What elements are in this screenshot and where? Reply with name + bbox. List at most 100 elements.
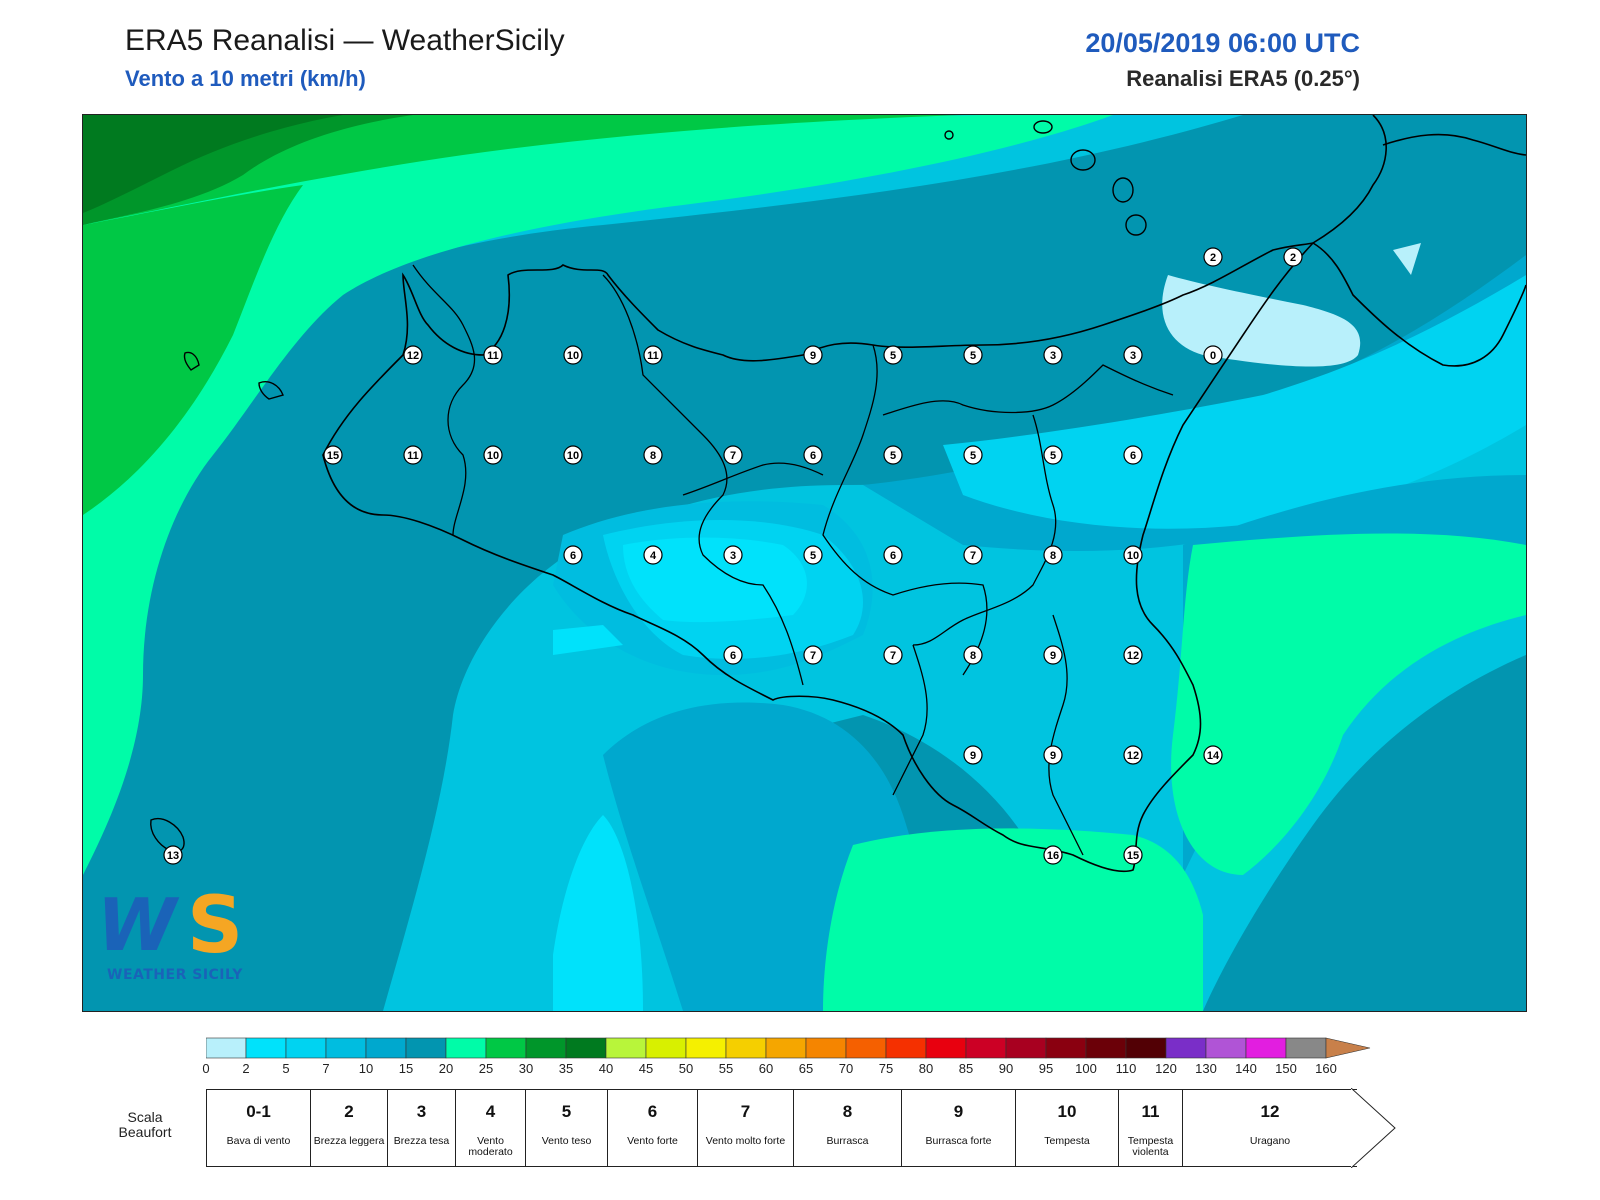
wind-station-marker: 6 bbox=[563, 545, 583, 565]
station-marker-circle bbox=[1043, 645, 1063, 665]
station-marker-circle bbox=[963, 545, 983, 565]
colorbar-tick-label: 110 bbox=[1115, 1061, 1137, 1076]
wind-station-marker: 5 bbox=[883, 445, 903, 465]
colorbar-swatch bbox=[1245, 1037, 1287, 1059]
colorbar-swatch bbox=[245, 1037, 287, 1059]
station-marker-circle bbox=[1283, 247, 1303, 267]
wind-station-marker: 5 bbox=[963, 445, 983, 465]
colorbar-swatch bbox=[445, 1037, 487, 1059]
wind-speed-value: 9 bbox=[1050, 650, 1056, 662]
station-marker-circle bbox=[1123, 445, 1143, 465]
beaufort-arrow-tip bbox=[1351, 1088, 1396, 1168]
beaufort-description: Vento forte bbox=[627, 1135, 678, 1147]
wind-speed-value: 9 bbox=[970, 750, 976, 762]
station-marker-circle bbox=[1043, 745, 1063, 765]
wind-speed-value: 7 bbox=[810, 650, 816, 662]
colorbar-swatch bbox=[885, 1037, 927, 1059]
wind-speed-value: 2 bbox=[1290, 252, 1296, 264]
wind-station-marker: 14 bbox=[1203, 745, 1223, 765]
station-marker-circle bbox=[563, 445, 583, 465]
wind-speed-value: 10 bbox=[567, 350, 579, 362]
wind-station-marker: 7 bbox=[803, 645, 823, 665]
beaufort-class: 0-1 Bava di vento bbox=[206, 1089, 310, 1167]
wind-speed-value: 5 bbox=[890, 450, 896, 462]
beaufort-description: Vento teso bbox=[541, 1135, 592, 1147]
station-marker-circle bbox=[1043, 445, 1063, 465]
weathersicily-logo: W S WEATHER SICILY bbox=[97, 881, 257, 993]
station-marker-circle bbox=[963, 345, 983, 365]
colorbar-swatch bbox=[765, 1037, 807, 1059]
colorbar-tick-label: 5 bbox=[282, 1061, 290, 1076]
colorbar-swatch bbox=[325, 1037, 367, 1059]
colorbar-tick-label: 2 bbox=[242, 1061, 250, 1076]
beaufort-description: Uragano bbox=[1249, 1135, 1291, 1147]
wind-speed-value: 5 bbox=[1050, 450, 1056, 462]
station-marker-circle bbox=[803, 645, 823, 665]
wind-station-marker: 15 bbox=[1123, 845, 1143, 865]
beaufort-number: 5 bbox=[561, 1102, 572, 1121]
wind-speed-value: 3 bbox=[1050, 350, 1056, 362]
colorbar-tick-label: 130 bbox=[1195, 1061, 1217, 1076]
beaufort-description: Burrasca forte bbox=[925, 1135, 992, 1147]
colorbar-tick-label: 120 bbox=[1155, 1061, 1177, 1076]
wind-map: 12 11 10 11 9 5 5 3 3 0 2 2 15 11 10 10 8 7 6 5 5 5 6 6 4 3 5 6 7 8 10… bbox=[82, 114, 1527, 1012]
station-marker-circle bbox=[563, 545, 583, 565]
station-marker-circle bbox=[483, 345, 503, 365]
wind-speed-value: 10 bbox=[567, 450, 579, 462]
colorbar-tick-label: 85 bbox=[958, 1061, 974, 1076]
wind-speed-value: 6 bbox=[570, 550, 576, 562]
wind-station-marker: 4 bbox=[643, 545, 663, 565]
colorbar-swatch bbox=[1285, 1037, 1327, 1059]
wind-station-marker: 7 bbox=[723, 445, 743, 465]
beaufort-number: 8 bbox=[842, 1102, 853, 1121]
wind-station-marker: 5 bbox=[883, 345, 903, 365]
wind-speed-value: 5 bbox=[970, 450, 976, 462]
colorbar-swatch bbox=[365, 1037, 407, 1059]
beaufort-number: 9 bbox=[953, 1102, 964, 1121]
wind-speed-value: 6 bbox=[890, 550, 896, 562]
colorbar-tick-label: 40 bbox=[598, 1061, 614, 1076]
beaufort-number: 7 bbox=[740, 1102, 751, 1121]
wind-speed-value: 11 bbox=[487, 350, 499, 362]
wind-speed-value: 8 bbox=[650, 450, 656, 462]
beaufort-description: Tempesta violenta bbox=[1127, 1135, 1174, 1158]
wind-speed-value: 6 bbox=[730, 650, 736, 662]
colorbar-swatch bbox=[845, 1037, 887, 1059]
station-marker-circle bbox=[1123, 645, 1143, 665]
station-marker-circle bbox=[643, 445, 663, 465]
colorbar-tick-label: 35 bbox=[558, 1061, 574, 1076]
station-marker-circle bbox=[723, 645, 743, 665]
wind-station-marker: 8 bbox=[1043, 545, 1063, 565]
colorbar-tick-label: 45 bbox=[638, 1061, 654, 1076]
beaufort-class: 8 Burrasca bbox=[793, 1089, 901, 1167]
colorbar-tick-label: 100 bbox=[1075, 1061, 1097, 1076]
colorbar-tick-label: 50 bbox=[678, 1061, 694, 1076]
beaufort-description: Brezza leggera bbox=[313, 1135, 385, 1147]
colorbar-tick-label: 80 bbox=[918, 1061, 934, 1076]
station-marker-circle bbox=[1123, 345, 1143, 365]
wind-station-marker: 10 bbox=[1123, 545, 1143, 565]
wind-speed-value: 10 bbox=[487, 450, 499, 462]
colorbar-swatch bbox=[685, 1037, 727, 1059]
station-marker-circle bbox=[883, 345, 903, 365]
station-marker-circle bbox=[963, 445, 983, 465]
wind-station-marker: 0 bbox=[1203, 345, 1223, 365]
wind-speed-colorbar bbox=[206, 1037, 1371, 1059]
station-marker-circle bbox=[1123, 845, 1143, 865]
wind-speed-value: 12 bbox=[1127, 650, 1139, 662]
wind-station-marker: 12 bbox=[1123, 745, 1143, 765]
colorbar-tick-label: 15 bbox=[398, 1061, 414, 1076]
colorbar-swatch bbox=[965, 1037, 1007, 1059]
beaufort-class: 9 Burrasca forte bbox=[901, 1089, 1015, 1167]
wind-speed-value: 11 bbox=[407, 450, 419, 462]
beaufort-class: 3 Brezza tesa bbox=[387, 1089, 455, 1167]
map-subtitle: Vento a 10 metri (km/h) bbox=[125, 66, 366, 91]
wind-speed-value: 13 bbox=[167, 850, 179, 862]
wind-speed-value: 7 bbox=[730, 450, 736, 462]
colorbar-tick-label: 20 bbox=[438, 1061, 454, 1076]
colorbar-swatch bbox=[925, 1037, 967, 1059]
station-layer: 12 11 10 11 9 5 5 3 3 0 2 2 15 11 10 10 8 7 6 5 5 5 6 6 4 3 5 6 7 8 10… bbox=[163, 247, 1303, 865]
wind-speed-value: 11 bbox=[647, 350, 659, 362]
wind-speed-value: 15 bbox=[1127, 850, 1139, 862]
valid-datetime: 20/05/2019 06:00 UTC bbox=[1085, 28, 1360, 58]
